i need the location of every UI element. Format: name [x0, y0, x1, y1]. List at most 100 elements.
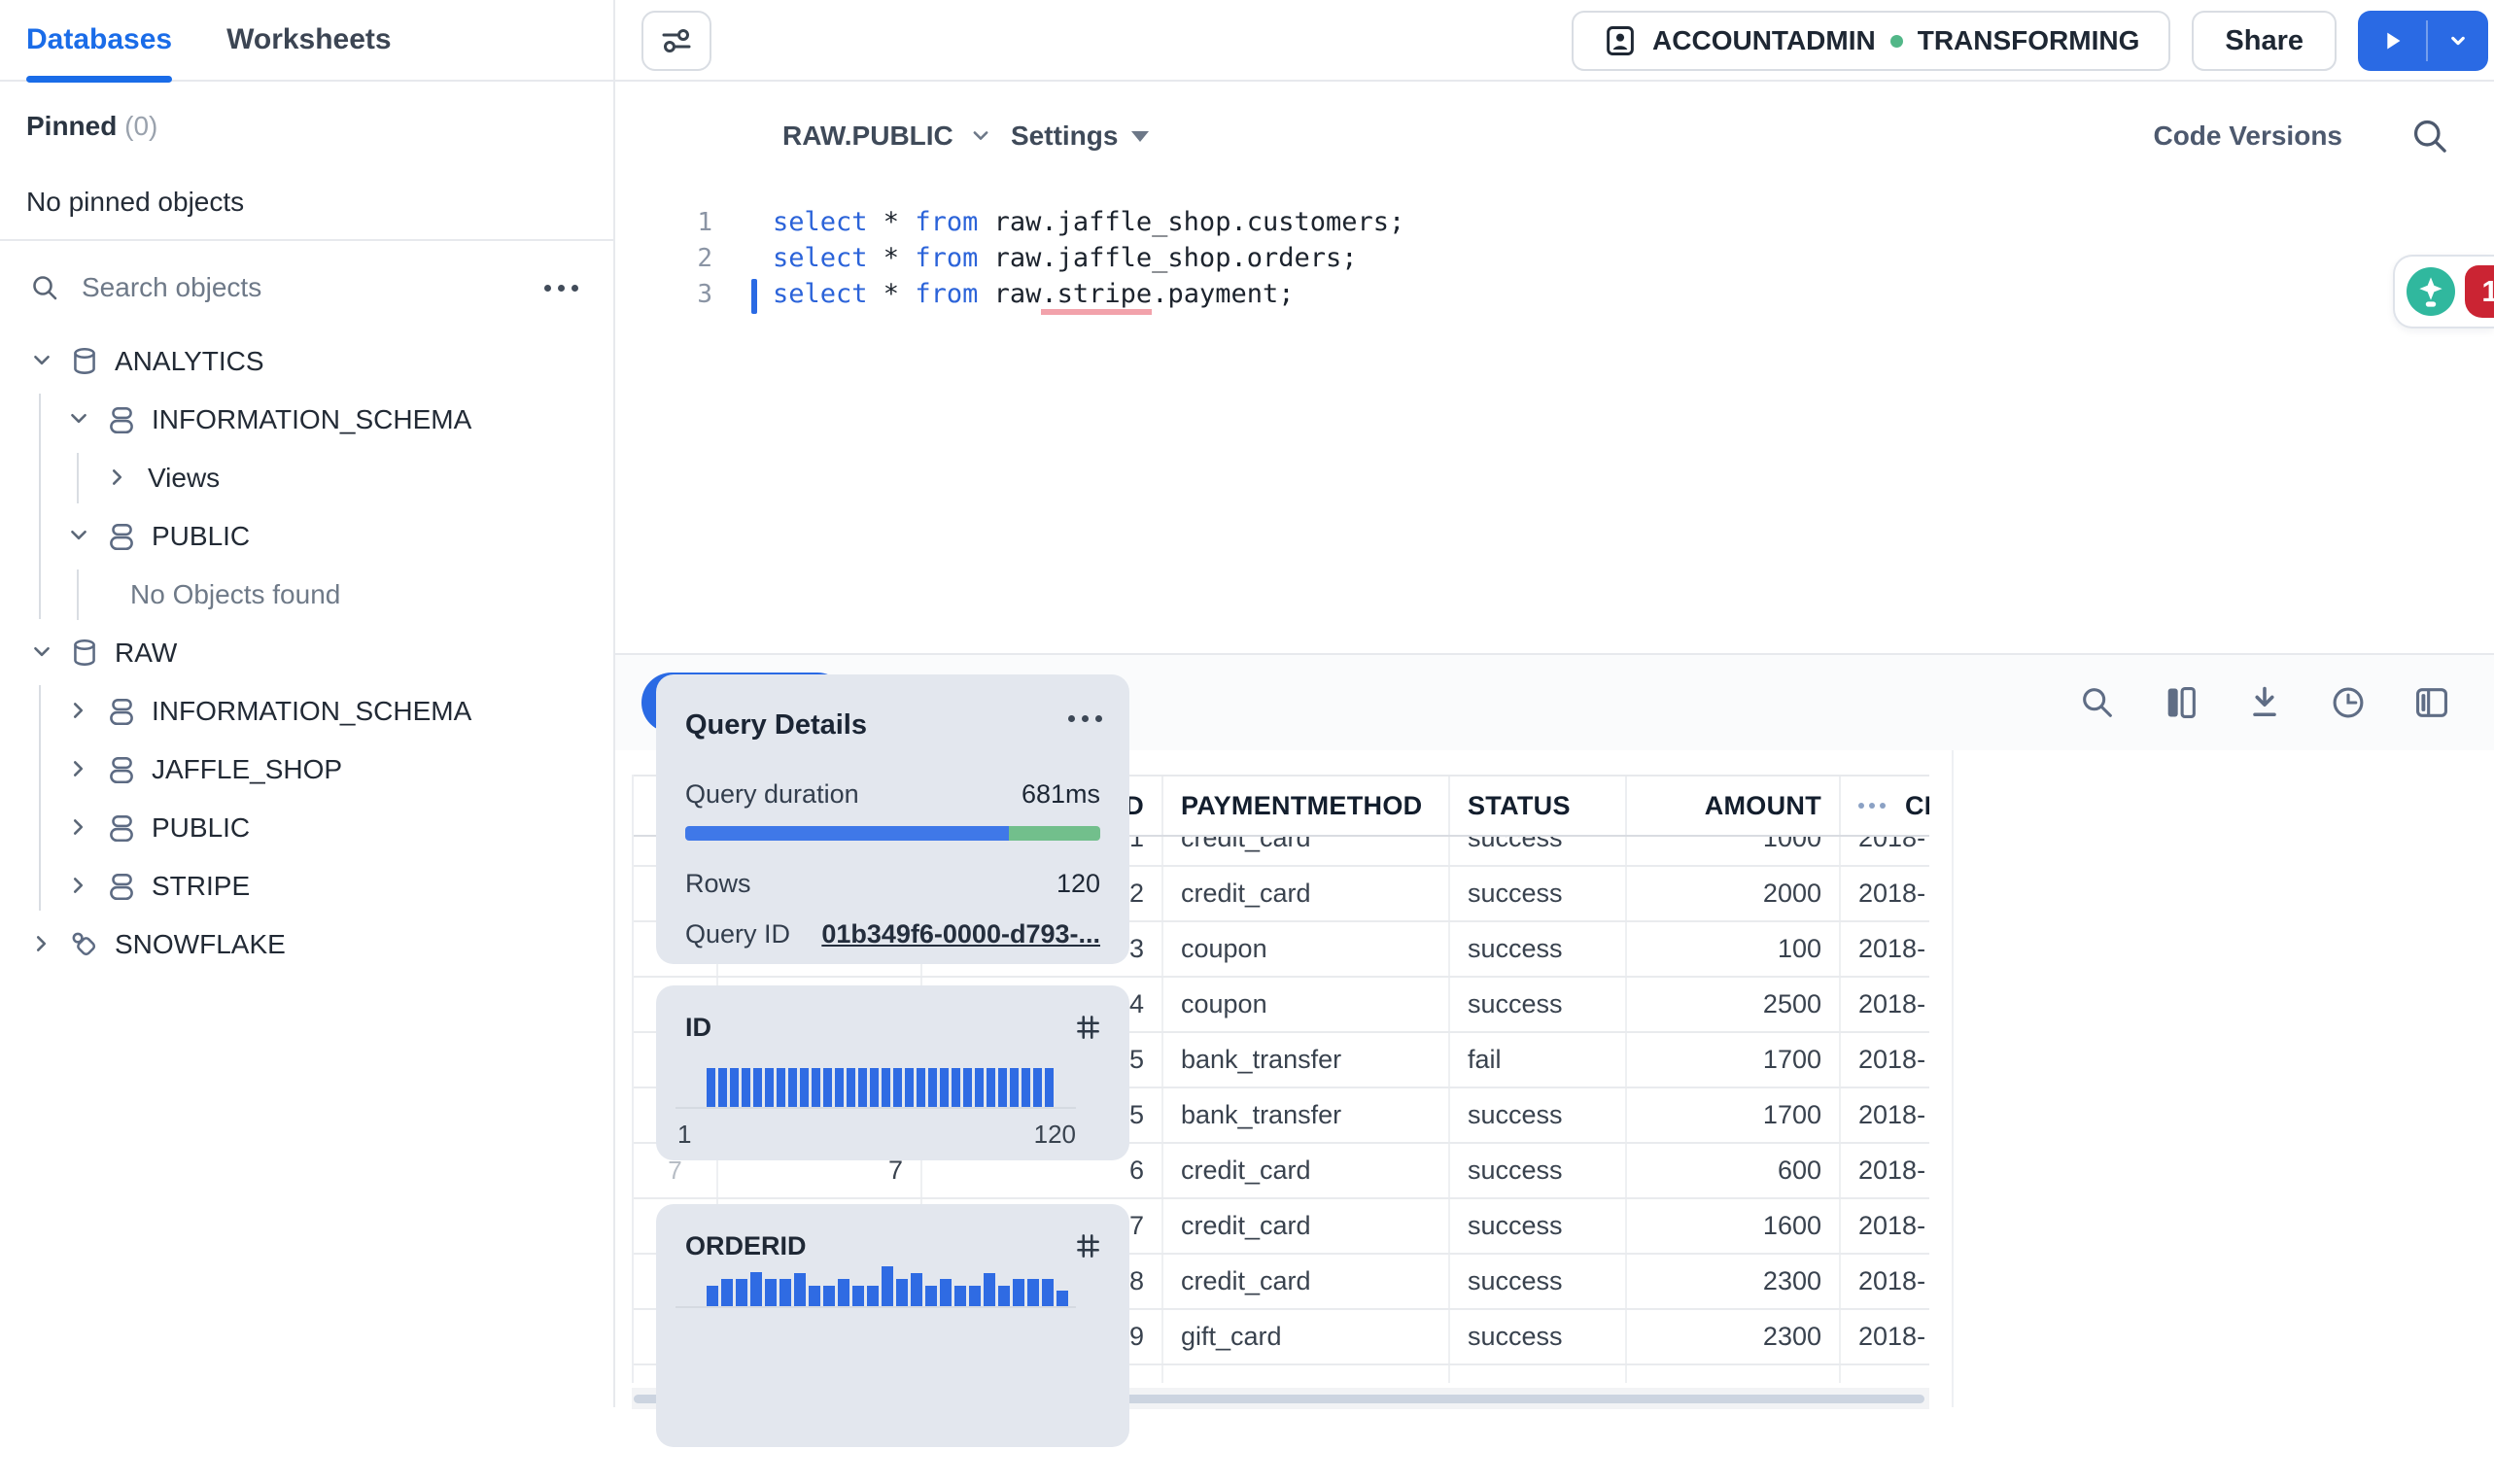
- query-duration-label: Query duration: [685, 779, 859, 809]
- code-versions-button[interactable]: Code Versions: [2153, 121, 2342, 151]
- query-details-title: Query Details: [685, 709, 867, 741]
- editor-search-icon[interactable]: [2408, 115, 2451, 157]
- cell-status: success: [1450, 1144, 1627, 1197]
- tree-guide-line: [77, 569, 79, 620]
- code-line-2[interactable]: 2 select * from raw.jaffle_shop.orders;: [615, 240, 2494, 276]
- sidebar-more-menu-icon[interactable]: [544, 284, 578, 292]
- tree-item-information_schema[interactable]: INFORMATION_SCHEMA: [0, 391, 613, 449]
- editor-toolbar: RAW.PUBLIC Settings Code Versions: [615, 84, 2494, 189]
- column-header-status[interactable]: STATUS: [1450, 777, 1627, 835]
- tab-databases[interactable]: Databases: [26, 0, 173, 83]
- cell-rownum: 7: [634, 1144, 718, 1197]
- histogram-bar: [975, 1068, 984, 1107]
- tree-item-label: JAFFLE_SHOP: [152, 754, 343, 784]
- tree-item-public[interactable]: PUBLIC: [0, 507, 613, 566]
- scrollbar-thumb[interactable]: [634, 1395, 1924, 1403]
- download-icon[interactable]: [2245, 683, 2284, 722]
- code-line-1[interactable]: 1 select * from raw.jaffle_shop.customers…: [615, 204, 2494, 240]
- play-icon: [2387, 32, 2401, 50]
- histogram-bar: [742, 1068, 750, 1107]
- cell-orderid: [922, 1365, 1163, 1383]
- tree-item-jaffle_shop[interactable]: JAFFLE_SHOP: [0, 741, 613, 799]
- columns-icon[interactable]: [2162, 683, 2200, 722]
- run-options-button[interactable]: [2428, 11, 2488, 71]
- cell-created: 2018-: [1841, 1255, 1929, 1308]
- chevron-right-icon: [36, 936, 47, 951]
- search-icon[interactable]: [2078, 683, 2117, 722]
- histogram-bar: [707, 1286, 718, 1306]
- share-button[interactable]: Share: [2192, 11, 2337, 71]
- tree-item-stripe[interactable]: STRIPE: [0, 857, 613, 915]
- histogram-bar: [788, 1068, 797, 1107]
- chevron-right-icon: [73, 819, 84, 835]
- tree-item-analytics[interactable]: ANALYTICS: [0, 332, 613, 391]
- cell-paymentmethod: credit_card: [1163, 837, 1450, 865]
- cell-orderid: 3: [922, 922, 1163, 976]
- chevron-right-icon: [73, 761, 84, 777]
- query-details-menu-icon[interactable]: [1068, 715, 1102, 722]
- orderid-histogram: [707, 1266, 1068, 1306]
- query-id-link[interactable]: 01b349f6-0000-d793-...: [821, 919, 1100, 949]
- tree-item-public[interactable]: PUBLIC: [0, 799, 613, 857]
- rows-label: Rows: [685, 869, 751, 898]
- cell-paymentmethod: bank_transfer: [1163, 1033, 1450, 1087]
- cell-orderid: 1: [922, 837, 1163, 865]
- run-button[interactable]: [2358, 11, 2426, 71]
- copilot-suggestions-pill[interactable]: 1: [2393, 255, 2494, 328]
- column-header-amount[interactable]: AMOUNT: [1627, 777, 1841, 835]
- column-header-paymentmethod[interactable]: PAYMENTMETHOD: [1163, 777, 1450, 835]
- id-column-card: ID 1 120: [656, 985, 1129, 1160]
- column-menu-icon[interactable]: [1858, 803, 1886, 809]
- histogram-bar: [800, 1068, 809, 1107]
- histogram-bar: [1033, 1068, 1042, 1107]
- cell-status: fail: [1450, 1033, 1627, 1087]
- chevron-down-icon: [71, 530, 87, 540]
- sql-editor[interactable]: 1 select * from raw.jaffle_shop.customers…: [615, 204, 2494, 653]
- tab-worksheets[interactable]: Worksheets: [226, 23, 392, 55]
- query-details-card: Query Details Query duration 681ms Rows …: [656, 674, 1129, 964]
- orderid-axis: [675, 1306, 1076, 1308]
- cell-created: 2018-: [1841, 1088, 1929, 1142]
- cell-amount: 100: [1627, 922, 1841, 976]
- cell-paymentmethod: bank_transfer: [1163, 1088, 1450, 1142]
- tree-item-information_schema[interactable]: INFORMATION_SCHEMA: [0, 682, 613, 741]
- query-id-label: Query ID: [685, 919, 791, 949]
- histogram-bar: [718, 1068, 727, 1107]
- role-warehouse-selector[interactable]: ACCOUNTADMIN TRANSFORMING: [1572, 11, 2171, 71]
- cell-created: [1841, 1365, 1929, 1383]
- cell-status: success: [1450, 978, 1627, 1031]
- cell-created: 2018-: [1841, 1199, 1929, 1253]
- cell-orderid: 8: [922, 1255, 1163, 1308]
- application-icon: [72, 932, 96, 956]
- histogram-bar: [847, 1068, 855, 1107]
- chevron-down-icon: [34, 646, 50, 657]
- histogram-bar: [1056, 1291, 1068, 1306]
- cell-paymentmethod: credit_card: [1163, 1144, 1450, 1197]
- chevron-down-icon: [973, 131, 988, 140]
- histogram-bar: [838, 1279, 849, 1306]
- tree-item-snowflake[interactable]: SNOWFLAKE: [0, 915, 613, 974]
- cell-paymentmethod: credit_card: [1163, 1255, 1450, 1308]
- code-line-3[interactable]: 3 select * from raw.stripe.payment;: [615, 276, 2494, 315]
- split-panel-icon[interactable]: [2412, 683, 2451, 722]
- cell-amount: 1700: [1627, 1033, 1841, 1087]
- tree-item-raw[interactable]: RAW: [0, 624, 613, 682]
- number-type-icon: [1077, 1234, 1099, 1258]
- search-input[interactable]: Search objects: [82, 272, 262, 302]
- tree-item-label: PUBLIC: [152, 521, 251, 551]
- filters-button[interactable]: [641, 11, 711, 71]
- run-button-group: [2358, 11, 2488, 71]
- tree-item-views[interactable]: Views: [0, 449, 613, 507]
- warehouse-label: TRANSFORMING: [1917, 25, 2140, 55]
- cell-orderid: 9: [922, 1310, 1163, 1363]
- cell-created: 2018-: [1841, 1144, 1929, 1197]
- histogram-bar: [779, 1279, 791, 1306]
- settings-dropdown[interactable]: Settings: [1011, 84, 1150, 189]
- database-schema-selector[interactable]: RAW.PUBLIC: [782, 84, 994, 189]
- cell-paymentmethod: gift_card: [1163, 1310, 1450, 1363]
- results-toolbar-icons: [2078, 655, 2451, 750]
- cell-amount: 600: [1627, 1144, 1841, 1197]
- history-icon[interactable]: [2329, 683, 2368, 722]
- column-header-created[interactable]: CREATED: [1841, 777, 1929, 835]
- histogram-bar: [870, 1068, 879, 1107]
